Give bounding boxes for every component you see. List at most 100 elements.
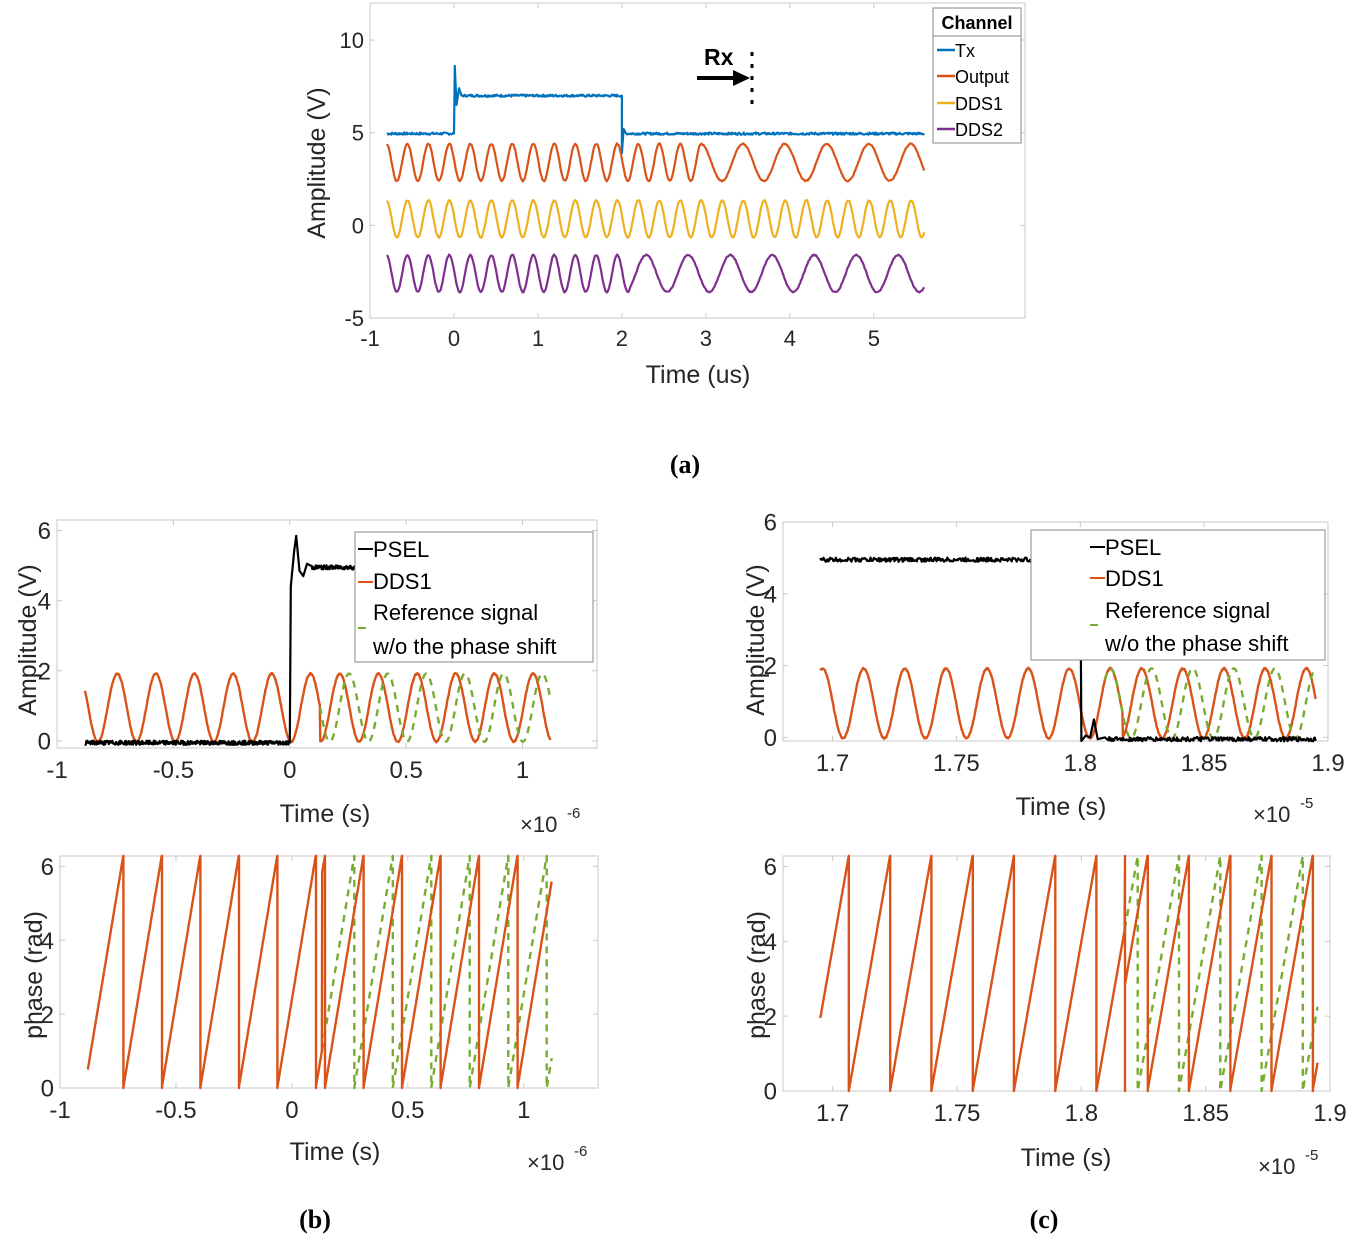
x-tick-label: 1.8 bbox=[1065, 1100, 1098, 1127]
x-tick-label: 1 bbox=[532, 326, 544, 351]
svg-text:Tx: Tx bbox=[955, 41, 975, 61]
series-b-top bbox=[83, 534, 552, 746]
x-exponent-c-top: ×10 -5 bbox=[1253, 795, 1313, 827]
x-tick-label: 0.5 bbox=[389, 757, 422, 784]
x-tick-label: 0.5 bbox=[391, 1097, 424, 1124]
x-axis-label-a: Time (us) bbox=[646, 361, 751, 389]
y-tick-label: 6 bbox=[41, 854, 54, 881]
y-tick-label: -5 bbox=[344, 306, 364, 331]
x-tick-label: 1.7 bbox=[816, 750, 849, 777]
legend-title: Channel bbox=[941, 13, 1012, 33]
y-tick-label: 4 bbox=[764, 581, 777, 608]
svg-text:w/o the phase shift: w/o the phase shift bbox=[1104, 631, 1288, 656]
x-tick-label: 1 bbox=[517, 1097, 530, 1124]
y-axis-label-c-top: Amplitude (V) bbox=[742, 564, 770, 715]
x-tick-label: 5 bbox=[868, 326, 880, 351]
svg-text:DDS1: DDS1 bbox=[1105, 566, 1164, 591]
series-output bbox=[385, 142, 926, 183]
x-tick-label: 1.9 bbox=[1313, 1100, 1346, 1127]
chart-c-phase: 1.7 1.75 1.8 1.85 1.9 0 2 4 6 Time (s) phase (r… bbox=[743, 854, 1347, 1234]
y-axis-label-b-bot: phase (rad) bbox=[20, 911, 48, 1039]
x-ticks-b-bot: -1 -0.5 0 0.5 1 bbox=[49, 856, 530, 1124]
series-dds1 bbox=[83, 671, 552, 744]
y-tick-label: 4 bbox=[38, 588, 51, 615]
svg-text:DDS1: DDS1 bbox=[373, 569, 432, 594]
y-tick-label: 2 bbox=[764, 1004, 777, 1031]
svg-text:×10: ×10 bbox=[520, 812, 557, 837]
y-tick-label: 0 bbox=[764, 725, 777, 752]
svg-text:-5: -5 bbox=[1300, 795, 1313, 812]
y-tick-label: 5 bbox=[352, 121, 364, 146]
y-tick-label: 0 bbox=[352, 213, 364, 238]
series-dds1 bbox=[385, 198, 926, 239]
svg-text:-6: -6 bbox=[574, 1143, 587, 1160]
y-axis-label-b-top: Amplitude (V) bbox=[14, 564, 42, 715]
x-tick-label: 0 bbox=[283, 757, 296, 784]
chart-b-phase: -1 -0.5 0 0.5 1 0 2 4 6 Time (s) phase (rad) ×1… bbox=[20, 854, 599, 1234]
svg-text:w/o the phase shift: w/o the phase shift bbox=[372, 634, 556, 659]
series-dds2 bbox=[385, 253, 926, 294]
caption-a: (a) bbox=[670, 450, 700, 479]
legend-entry-reference: Reference signal w/o the phase shift bbox=[358, 600, 556, 659]
series-dds1 bbox=[819, 666, 1317, 740]
svg-text:DDS1: DDS1 bbox=[955, 94, 1003, 114]
x-ticks-b-top: -1 -0.5 0 0.5 1 bbox=[46, 520, 529, 784]
legend-entry-output: Output bbox=[937, 67, 1009, 87]
legend-entry-reference: Reference signal w/o the phase shift bbox=[1090, 598, 1288, 656]
x-axis-label-b-bot: Time (s) bbox=[290, 1138, 381, 1166]
svg-text:Output: Output bbox=[955, 67, 1009, 87]
series-reference bbox=[320, 854, 553, 1090]
x-exponent-b-top: ×10 -6 bbox=[520, 805, 580, 837]
x-tick-label: 1.85 bbox=[1181, 750, 1228, 777]
series-reference bbox=[1123, 854, 1319, 1093]
x-tick-label: -0.5 bbox=[153, 757, 194, 784]
svg-text:-6: -6 bbox=[567, 805, 580, 822]
x-axis-label-b-top: Time (s) bbox=[280, 800, 371, 828]
svg-text:×10: ×10 bbox=[1258, 1154, 1295, 1179]
x-exponent-c-bot: ×10 -5 bbox=[1258, 1147, 1318, 1179]
y-ticks-c-top: 0 2 4 6 bbox=[764, 510, 1328, 752]
legend-entry-dds1: DDS1 bbox=[358, 569, 432, 594]
legend-entry-tx: Tx bbox=[937, 41, 975, 61]
x-tick-label: 1.85 bbox=[1182, 1100, 1229, 1127]
y-ticks-b-top: 0 2 4 6 bbox=[38, 518, 597, 756]
x-ticks-a: -1 0 1 2 3 4 5 bbox=[360, 3, 880, 351]
svg-text:DDS2: DDS2 bbox=[955, 120, 1003, 140]
series-reference bbox=[1103, 667, 1317, 740]
x-tick-label: 1.7 bbox=[816, 1100, 849, 1127]
x-axis-label-c-top: Time (s) bbox=[1016, 793, 1107, 821]
y-tick-label: 2 bbox=[41, 1002, 54, 1029]
x-tick-label: 1.75 bbox=[933, 750, 980, 777]
legend-entry-dds1: DDS1 bbox=[937, 94, 1003, 114]
svg-text:-5: -5 bbox=[1305, 1147, 1318, 1164]
y-axis-label-c-bot: phase (rad) bbox=[743, 911, 771, 1039]
x-tick-label: 1.8 bbox=[1064, 750, 1097, 777]
x-tick-label: 1.75 bbox=[934, 1100, 981, 1127]
rx-label: Rx bbox=[704, 44, 734, 70]
x-tick-label: -0.5 bbox=[155, 1097, 196, 1124]
x-tick-label: 0 bbox=[285, 1097, 298, 1124]
svg-text:×10: ×10 bbox=[527, 1150, 564, 1175]
x-tick-label: -1 bbox=[46, 757, 67, 784]
legend-b-top: PSEL DDS1 Reference signal w/o the phase… bbox=[354, 531, 594, 663]
x-tick-label: 0 bbox=[448, 326, 460, 351]
y-tick-label: 4 bbox=[41, 928, 54, 955]
series-tx bbox=[386, 64, 925, 155]
x-tick-label: -1 bbox=[360, 326, 380, 351]
x-tick-label: -1 bbox=[49, 1097, 70, 1124]
y-tick-label: 6 bbox=[764, 854, 777, 881]
y-tick-label: 2 bbox=[38, 658, 51, 685]
y-ticks-c-bot: 0 2 4 6 bbox=[764, 854, 1330, 1106]
legend-entry-psel: PSEL bbox=[1090, 535, 1161, 560]
svg-text:Reference signal: Reference signal bbox=[1105, 598, 1270, 623]
x-tick-label: 3 bbox=[700, 326, 712, 351]
y-tick-label: 0 bbox=[38, 729, 51, 756]
legend-a: Channel Tx Output DDS1 DDS2 bbox=[932, 7, 1022, 144]
chart-c-amplitude: 1.7 1.75 1.8 1.85 1.9 0 2 4 6 PSEL DDS1 Referen… bbox=[742, 510, 1345, 827]
series-psel bbox=[84, 534, 356, 746]
svg-text:PSEL: PSEL bbox=[373, 537, 429, 562]
x-tick-label: 4 bbox=[784, 326, 796, 351]
caption-b: (b) bbox=[299, 1205, 331, 1234]
